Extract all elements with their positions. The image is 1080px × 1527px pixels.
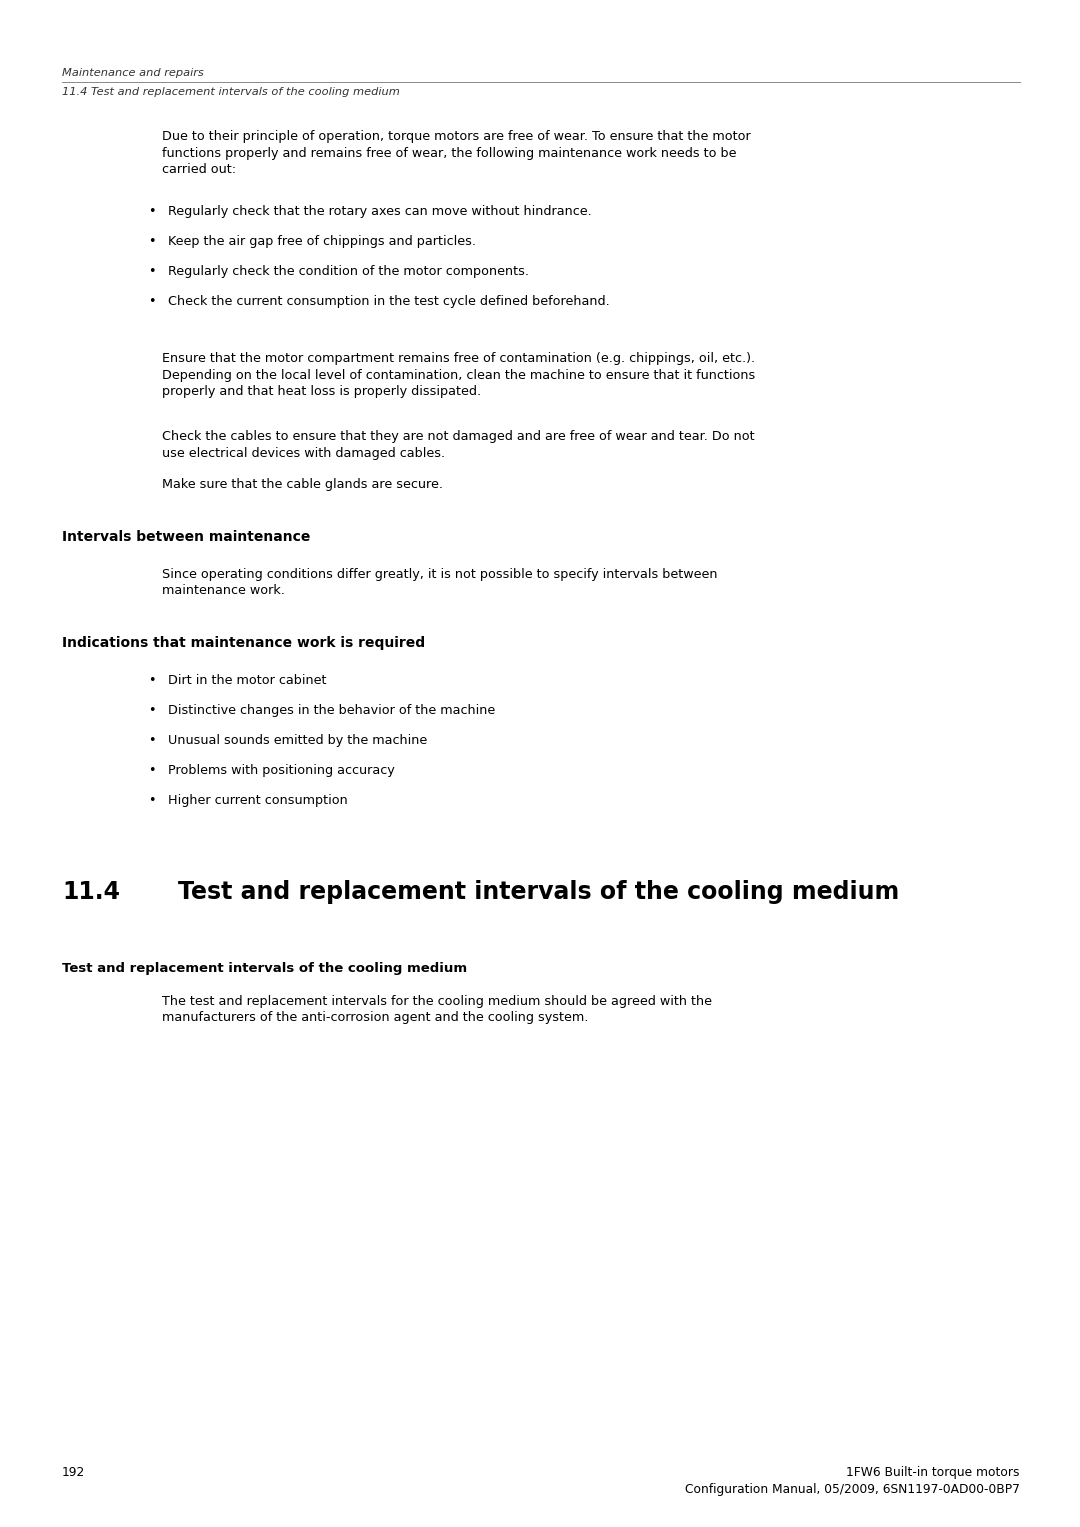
Text: Due to their principle of operation, torque motors are free of wear. To ensure t: Due to their principle of operation, tor… — [162, 130, 751, 176]
Text: The test and replacement intervals for the cooling medium should be agreed with : The test and replacement intervals for t… — [162, 996, 712, 1025]
Text: Regularly check the condition of the motor components.: Regularly check the condition of the mot… — [168, 266, 529, 278]
Text: Check the current consumption in the test cycle defined beforehand.: Check the current consumption in the tes… — [168, 295, 610, 308]
Text: Distinctive changes in the behavior of the machine: Distinctive changes in the behavior of t… — [168, 704, 496, 718]
Text: Test and replacement intervals of the cooling medium: Test and replacement intervals of the co… — [62, 962, 468, 976]
Text: Dirt in the motor cabinet: Dirt in the motor cabinet — [168, 673, 326, 687]
Text: Since operating conditions differ greatly, it is not possible to specify interva: Since operating conditions differ greatl… — [162, 568, 717, 597]
Text: •: • — [148, 704, 156, 718]
Text: Ensure that the motor compartment remains free of contamination (e.g. chippings,: Ensure that the motor compartment remain… — [162, 353, 755, 399]
Text: Unusual sounds emitted by the machine: Unusual sounds emitted by the machine — [168, 734, 428, 747]
Text: Keep the air gap free of chippings and particles.: Keep the air gap free of chippings and p… — [168, 235, 476, 247]
Text: Check the cables to ensure that they are not damaged and are free of wear and te: Check the cables to ensure that they are… — [162, 431, 755, 460]
Text: Maintenance and repairs: Maintenance and repairs — [62, 69, 204, 78]
Text: Problems with positioning accuracy: Problems with positioning accuracy — [168, 764, 395, 777]
Text: 1FW6 Built-in torque motors: 1FW6 Built-in torque motors — [847, 1466, 1020, 1480]
Text: •: • — [148, 734, 156, 747]
Text: 11.4: 11.4 — [62, 880, 120, 904]
Text: Make sure that the cable glands are secure.: Make sure that the cable glands are secu… — [162, 478, 443, 492]
Text: •: • — [148, 295, 156, 308]
Text: Test and replacement intervals of the cooling medium: Test and replacement intervals of the co… — [178, 880, 900, 904]
Text: Intervals between maintenance: Intervals between maintenance — [62, 530, 310, 544]
Text: •: • — [148, 764, 156, 777]
Text: Regularly check that the rotary axes can move without hindrance.: Regularly check that the rotary axes can… — [168, 205, 592, 218]
Text: 192: 192 — [62, 1466, 85, 1480]
Text: •: • — [148, 794, 156, 806]
Text: •: • — [148, 673, 156, 687]
Text: •: • — [148, 235, 156, 247]
Text: •: • — [148, 205, 156, 218]
Text: Indications that maintenance work is required: Indications that maintenance work is req… — [62, 637, 426, 651]
Text: •: • — [148, 266, 156, 278]
Text: 11.4 Test and replacement intervals of the cooling medium: 11.4 Test and replacement intervals of t… — [62, 87, 400, 98]
Text: Higher current consumption: Higher current consumption — [168, 794, 348, 806]
Text: Configuration Manual, 05/2009, 6SN1197-0AD00-0BP7: Configuration Manual, 05/2009, 6SN1197-0… — [685, 1483, 1020, 1496]
